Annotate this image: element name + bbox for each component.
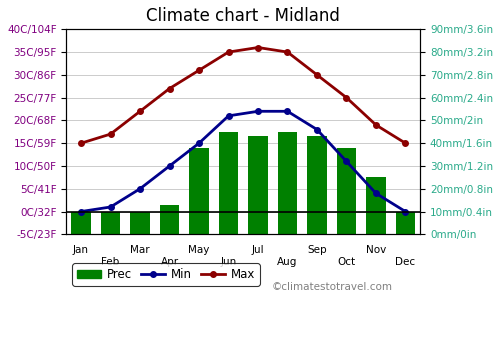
Text: Sep: Sep — [307, 245, 327, 256]
Text: Jul: Jul — [252, 245, 264, 256]
Min — [314, 127, 320, 132]
Text: Dec: Dec — [396, 257, 415, 267]
Min — [196, 141, 202, 145]
Min — [137, 187, 143, 191]
Text: ©climatestotravel.com: ©climatestotravel.com — [272, 282, 392, 292]
Bar — [248, 136, 268, 234]
Min — [255, 109, 261, 113]
Bar — [396, 211, 415, 235]
Max — [166, 86, 172, 91]
Bar — [308, 136, 326, 234]
Max — [226, 50, 232, 54]
Max — [402, 141, 408, 145]
Min — [402, 209, 408, 214]
Text: Nov: Nov — [366, 245, 386, 256]
Min — [78, 209, 84, 214]
Max — [196, 68, 202, 72]
Bar — [130, 211, 150, 235]
Max — [78, 141, 84, 145]
Legend: Prec, Min, Max: Prec, Min, Max — [72, 264, 260, 286]
Min — [226, 114, 232, 118]
Text: Apr: Apr — [160, 257, 178, 267]
Max — [314, 73, 320, 77]
Min — [166, 164, 172, 168]
Text: Jun: Jun — [220, 257, 236, 267]
Min — [373, 191, 379, 195]
Text: Feb: Feb — [102, 257, 119, 267]
Bar — [72, 211, 90, 235]
Min — [344, 159, 349, 163]
Max — [108, 132, 114, 136]
Bar — [101, 211, 120, 235]
Line: Min: Min — [78, 108, 408, 214]
Max — [137, 109, 143, 113]
Min — [108, 205, 114, 209]
Max — [284, 50, 290, 54]
Bar — [278, 132, 297, 234]
Title: Climate chart - Midland: Climate chart - Midland — [146, 7, 340, 25]
Text: Mar: Mar — [130, 245, 150, 256]
Bar — [366, 177, 386, 234]
Bar — [219, 132, 238, 234]
Bar — [190, 148, 208, 234]
Text: Jan: Jan — [73, 245, 89, 256]
Max — [344, 96, 349, 100]
Bar — [337, 148, 356, 234]
Max — [373, 123, 379, 127]
Min — [284, 109, 290, 113]
Text: Aug: Aug — [278, 257, 297, 267]
Line: Max: Max — [78, 45, 408, 146]
Text: May: May — [188, 245, 210, 256]
Text: Oct: Oct — [338, 257, 355, 267]
Max — [255, 46, 261, 50]
Bar — [160, 205, 179, 235]
